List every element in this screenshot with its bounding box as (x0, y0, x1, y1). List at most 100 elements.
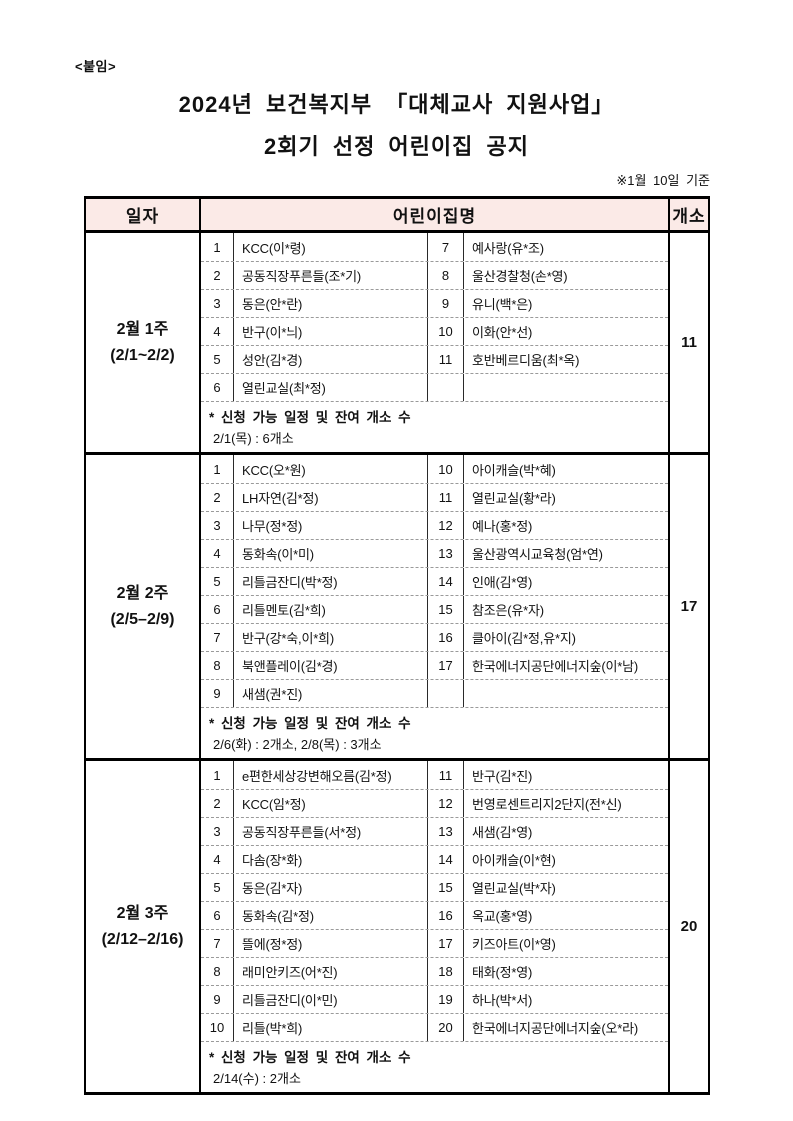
availability-note-detail: 2/1(목) : 6개소 (213, 431, 294, 446)
entries-cell: 1 KCC(이*령) 7 예사랑(유*조) 2 공동직장푸른들(조*기) 8 울산경찰청(손*… (201, 233, 668, 452)
entries-cell: 1 e편한세상강변해오름(김*정) 11 반구(김*진) 2 KCC(임*정) 12 번영로센… (201, 761, 668, 1092)
title-line-2: 2회기 선정 어린이집 공지 (264, 134, 529, 159)
entry-row: 6 리틀멘토(김*희) 15 참조은(유*자) (201, 595, 668, 623)
entry-number: 16 (428, 624, 464, 651)
daycare-name: 뜰에(정*정) (234, 930, 428, 957)
entry-row: 2 LH자연(김*정) 11 열린교실(황*라) (201, 483, 668, 511)
entry-number: 9 (201, 986, 234, 1013)
entry-number: 19 (428, 986, 464, 1013)
daycare-name: KCC(임*정) (234, 790, 428, 817)
daycare-name: 호반베르디움(최*옥) (472, 353, 580, 368)
date-cell: 2월 3주 (2/12–2/16) (86, 761, 201, 1092)
date-range: (2/1~2/2) (110, 346, 175, 364)
week-label: 2월 2주 (116, 584, 169, 602)
entry-number: 6 (201, 374, 234, 401)
entry-number: 8 (428, 262, 464, 289)
entry-row: 9 새샘(권*진) (201, 679, 668, 707)
header-count: 개소 (668, 199, 708, 230)
entry-row: 3 공동직장푸른들(서*정) 13 새샘(김*영) (201, 817, 668, 845)
daycare-name: 유니(백*은) (472, 297, 533, 312)
daycare-name: 예사랑(유*조) (472, 240, 544, 256)
daycare-name: 반구(강*숙,이*희) (234, 624, 428, 651)
entry-row: 7 반구(강*숙,이*희) 16 클아이(김*정,유*지) (201, 623, 668, 651)
date-cell: 2월 1주 (2/1~2/2) (86, 233, 201, 452)
daycare-name: 리틀금잔디(이*민) (234, 986, 428, 1013)
availability-note-detail: 2/14(수) : 2개소 (213, 1071, 301, 1086)
entry-number: 11 (428, 484, 464, 511)
daycare-name: 아이캐슬(박*혜) (472, 462, 556, 478)
entry-number: 10 (428, 455, 464, 483)
entry-number: 4 (201, 318, 234, 345)
daycare-name: 키즈아트(이*영) (472, 937, 556, 952)
count-cell: 11 (668, 233, 708, 452)
date-cell: 2월 2주 (2/5–2/9) (86, 455, 201, 758)
availability-note-title: * 신청 가능 일정 및 잔여 개소 수 (209, 410, 411, 425)
daycare-name: 번영로센트리지2단지(전*신) (472, 797, 622, 812)
entry-row: 4 동화속(이*미) 13 울산광역시교육청(엄*연) (201, 539, 668, 567)
entry-row: 5 동은(김*자) 15 열린교실(박*자) (201, 873, 668, 901)
daycare-name: 한국에너지공단에너지숲(오*라) (472, 1021, 638, 1036)
daycare-name: 새샘(김*영) (472, 825, 533, 840)
daycare-table: 일자 어린이집명 개소 2월 1주 (2/1~2/2) 1 KCC(이*령) 7 예사랑(… (84, 196, 710, 1095)
entry-row: 4 다솜(장*화) 14 아이캐슬(이*현) (201, 845, 668, 873)
daycare-name: e편한세상강변해오름(김*정) (234, 761, 428, 789)
entry-number: 11 (428, 346, 464, 373)
entry-number: 9 (428, 290, 464, 317)
daycare-name: KCC(오*원) (234, 455, 428, 483)
daycare-name: KCC(이*령) (234, 233, 428, 261)
availability-note: * 신청 가능 일정 및 잔여 개소 수 2/1(목) : 6개소 (201, 401, 668, 452)
daycare-name: 공동직장푸른들(서*정) (234, 818, 428, 845)
entry-row: 5 리틀금잔디(박*정) 14 인애(김*영) (201, 567, 668, 595)
daycare-name: 성안(김*경) (234, 346, 428, 373)
entry-row: 6 동화속(김*정) 16 옥교(홍*영) (201, 901, 668, 929)
entry-number: 8 (201, 652, 234, 679)
date-range: (2/5–2/9) (110, 610, 175, 628)
daycare-name: 반구(김*진) (472, 768, 533, 784)
entry-number: 10 (428, 318, 464, 345)
entry-number (428, 374, 464, 401)
entry-number: 18 (428, 958, 464, 985)
entry-number: 15 (428, 596, 464, 623)
entry-number: 2 (201, 790, 234, 817)
table-group: 2월 1주 (2/1~2/2) 1 KCC(이*령) 7 예사랑(유*조) 2 공동직장푸른들… (86, 233, 708, 452)
entry-number: 12 (428, 790, 464, 817)
entry-number: 15 (428, 874, 464, 901)
header-name: 어린이집명 (392, 207, 477, 226)
entry-row: 7 뜰에(정*정) 17 키즈아트(이*영) (201, 929, 668, 957)
daycare-name: 리틀(박*희) (234, 1014, 428, 1041)
daycare-name: 래미안키즈(어*진) (234, 958, 428, 985)
table-header-row: 일자 어린이집명 개소 (86, 199, 708, 233)
daycare-name: 동은(김*자) (234, 874, 428, 901)
daycare-name: 열린교실(최*정) (234, 374, 428, 401)
daycare-name: 열린교실(박*자) (472, 881, 556, 896)
entry-number: 13 (428, 818, 464, 845)
entry-number: 2 (201, 484, 234, 511)
date-range: (2/12–2/16) (101, 930, 184, 948)
entry-number: 16 (428, 902, 464, 929)
entry-number: 8 (201, 958, 234, 985)
entry-row: 1 KCC(이*령) 7 예사랑(유*조) (201, 233, 668, 261)
daycare-name: 인애(김*영) (472, 575, 533, 590)
entry-number: 13 (428, 540, 464, 567)
entry-number: 1 (201, 455, 234, 483)
entry-number: 5 (201, 874, 234, 901)
availability-note-title: * 신청 가능 일정 및 잔여 개소 수 (209, 716, 411, 731)
entry-number: 1 (201, 233, 234, 261)
daycare-name: 동은(안*란) (234, 290, 428, 317)
entry-row: 1 KCC(오*원) 10 아이캐슬(박*혜) (201, 455, 668, 483)
table-group: 2월 3주 (2/12–2/16) 1 e편한세상강변해오름(김*정) 11 반구(김*진… (86, 758, 708, 1092)
entry-number: 7 (428, 233, 464, 261)
daycare-name: 공동직장푸른들(조*기) (234, 262, 428, 289)
daycare-name: 옥교(홍*영) (472, 909, 533, 924)
availability-note: * 신청 가능 일정 및 잔여 개소 수 2/6(화) : 2개소, 2/8(목)… (201, 707, 668, 758)
entry-row: 9 리틀금잔디(이*민) 19 하나(박*서) (201, 985, 668, 1013)
daycare-name: 새샘(권*진) (234, 680, 428, 707)
entry-number: 11 (428, 761, 464, 789)
daycare-name: 참조은(유*자) (472, 603, 544, 618)
entry-number: 3 (201, 512, 234, 539)
entry-number: 9 (201, 680, 234, 707)
entry-row: 8 래미안키즈(어*진) 18 태화(정*영) (201, 957, 668, 985)
entry-row: 6 열린교실(최*정) (201, 373, 668, 401)
reference-note: ※1월 10일 기준 (616, 173, 710, 188)
entry-row: 2 KCC(임*정) 12 번영로센트리지2단지(전*신) (201, 789, 668, 817)
